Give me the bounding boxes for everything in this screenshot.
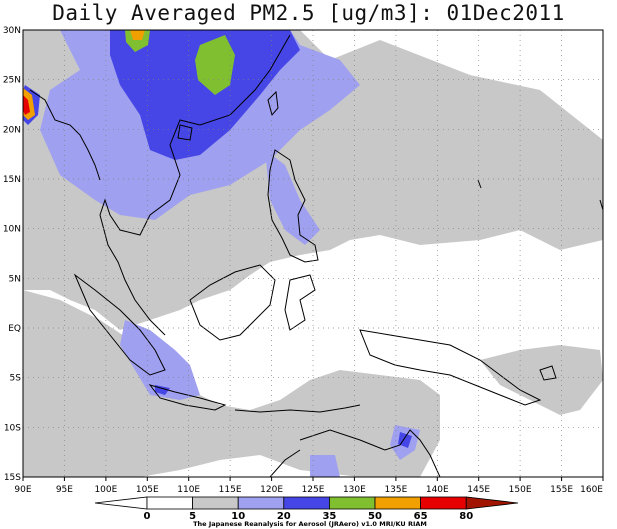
colorbar-swatch <box>192 496 239 510</box>
x-tick-label: 90E <box>14 485 31 495</box>
x-tick-label: 120E <box>260 485 283 495</box>
y-tick-label: 15N <box>3 175 21 185</box>
colorbar-label: 35 <box>322 511 336 522</box>
colorbar-label: 65 <box>414 511 428 522</box>
y-tick-label: EQ <box>8 324 21 334</box>
colorbar-swatch <box>374 496 421 510</box>
x-tick-label: 95E <box>56 485 73 495</box>
x-tick-label: 105E <box>136 485 159 495</box>
pm25-level-35-50 <box>125 30 235 95</box>
colorbar-label: 10 <box>231 511 245 522</box>
x-tick-label: 145E <box>467 485 490 495</box>
colorbar-swatch <box>237 496 285 510</box>
x-tick-label: 155E <box>550 485 573 495</box>
data-source-credit: The Japanese Reanalysis for Aerosol (JRA… <box>193 520 427 528</box>
colorbar-label: 80 <box>459 511 473 522</box>
x-axis-labels: 90E 95E 100E 105E 110E 115E 120E 125E 13… <box>14 485 603 495</box>
x-tick-label: 160E <box>580 485 603 495</box>
y-tick-label: 5N <box>9 274 21 284</box>
colorbar-label: 5 <box>189 511 196 522</box>
x-tick-label: 130E <box>343 485 366 495</box>
map-title: Daily Averaged PM2.5 [ug/m3]: 01Dec2011 <box>52 1 565 25</box>
x-tick-label: 100E <box>94 485 117 495</box>
colorbar: 0 5 10 20 35 50 65 80 The Japanese Reana… <box>94 496 519 528</box>
y-tick-label: 5S <box>10 374 22 384</box>
tick-marks <box>22 477 604 481</box>
colorbar-swatch <box>420 496 467 510</box>
colorbar-left-arrow <box>94 496 148 510</box>
colorbar-swatch <box>146 496 193 510</box>
y-tick-label: 10N <box>3 225 21 235</box>
colorbar-label: 50 <box>368 511 382 522</box>
x-tick-label: 115E <box>219 485 242 495</box>
colorbar-swatch <box>328 496 376 510</box>
x-tick-label: 150E <box>509 485 532 495</box>
y-tick-label: 15S <box>4 473 21 483</box>
graticule <box>23 30 603 477</box>
y-tick-label: 30N <box>3 26 21 36</box>
colorbar-label: 20 <box>277 511 291 522</box>
y-axis-labels: 30N 25N 20N 15N 10N 5N EQ 5S 10S 15S <box>3 26 21 483</box>
colorbar-label: 0 <box>144 511 151 522</box>
coastlines <box>29 34 603 477</box>
x-tick-label: 110E <box>177 485 200 495</box>
y-tick-label: 25N <box>3 76 21 86</box>
y-tick-label: 20N <box>3 125 21 135</box>
x-tick-label: 125E <box>302 485 325 495</box>
pm25-level-65-80 <box>23 95 30 115</box>
y-tick-label: 10S <box>4 423 21 433</box>
colorbar-right-arrow <box>465 496 519 510</box>
x-tick-label: 135E <box>384 485 407 495</box>
colorbar-swatch <box>283 496 330 510</box>
x-tick-label: 140E <box>426 485 449 495</box>
